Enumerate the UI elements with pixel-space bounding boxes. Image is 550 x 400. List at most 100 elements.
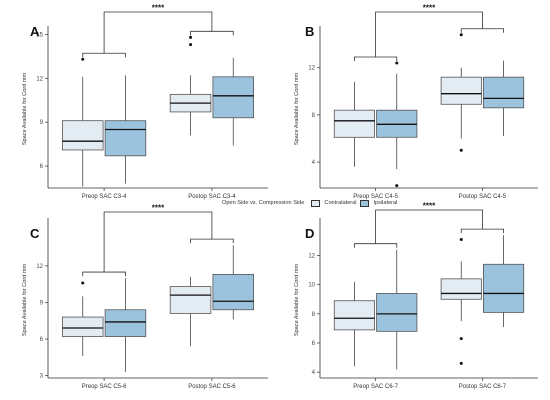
- box-postop-ipsilateral: [212, 245, 254, 320]
- box-body: [483, 76, 525, 109]
- x-tick-label: Postop SAC C4-5: [459, 194, 507, 200]
- significance-stars: ****: [152, 4, 165, 13]
- y-tick-label: 9: [40, 300, 44, 306]
- bracket-postop: [190, 238, 234, 244]
- y-tick-label: 10: [308, 283, 315, 289]
- x-tick-label: Preop SAC C5-6: [82, 384, 127, 390]
- box-postop-ipsilateral: [212, 57, 254, 146]
- box-preop-contralateral: [62, 57, 104, 187]
- box-body: [376, 293, 418, 332]
- bracket-preop: [82, 271, 126, 277]
- box-preop-ipsilateral: [376, 61, 418, 188]
- bracket-postop: [460, 28, 504, 33]
- bracket-postop: [190, 30, 234, 36]
- outlier-point: [189, 43, 193, 47]
- box-preop-contralateral: [333, 281, 375, 367]
- box-body: [104, 309, 147, 337]
- significance-bracket: ****: [354, 4, 504, 62]
- y-tick-label: 12: [36, 76, 43, 82]
- significance-stars: ****: [423, 4, 436, 13]
- box-preop-ipsilateral: [104, 75, 147, 184]
- significance-bracket: ****: [82, 204, 234, 277]
- outlier-point: [81, 281, 85, 285]
- box-body: [62, 316, 104, 337]
- outlier-point: [395, 184, 399, 188]
- bracket-connector: [375, 11, 483, 58]
- box-preop-ipsilateral: [104, 278, 147, 372]
- panel-label: C: [30, 226, 40, 241]
- significance-stars: ****: [152, 204, 165, 213]
- significance-bracket: ****: [354, 202, 504, 248]
- y-tick-label: 8: [312, 113, 316, 119]
- panel-label: A: [30, 24, 40, 39]
- box-postop-contralateral: [169, 35, 212, 136]
- y-tick-label: 15: [36, 32, 43, 38]
- box-body: [333, 109, 375, 138]
- bracket-preop: [354, 56, 398, 62]
- panel-label: B: [305, 24, 314, 39]
- x-tick-label: Preop SAC C6-7: [353, 384, 398, 390]
- bracket-connector: [375, 209, 483, 244]
- y-tick-label: 4: [312, 160, 316, 166]
- legend-swatch-contralateral: [311, 199, 321, 207]
- panel-b: 4 8 12 Space Available for Cord mm Preop SAC…: [294, 4, 538, 200]
- x-tick-label: Preop SAC C4-5: [353, 194, 398, 200]
- box-postop-contralateral: [440, 237, 482, 365]
- bracket-preop: [354, 243, 398, 248]
- box-body: [440, 278, 482, 300]
- box-body: [212, 76, 254, 119]
- box-postop-ipsilateral: [483, 60, 525, 137]
- box-body: [212, 274, 254, 311]
- box-body: [440, 76, 482, 105]
- box-body: [483, 263, 525, 313]
- box-body: [62, 120, 104, 151]
- panel-d: 4 6 8 10 12 Space Available for Cord mm Preop …: [294, 202, 538, 390]
- bracket-postop: [460, 228, 504, 234]
- panel-a: 6 9 12 15 Space Available for Cord mm Preop S…: [22, 4, 268, 200]
- panel-c: 3 6 9 12 Space Available for Cord mm Preop SA…: [22, 204, 268, 390]
- y-axis-label: Space Available for Cord mm: [22, 263, 28, 336]
- bracket-connector: [103, 11, 213, 54]
- y-tick-label: 8: [312, 312, 316, 318]
- box-postop-contralateral: [169, 276, 212, 347]
- bracket-preop: [82, 52, 126, 58]
- x-tick-label: Postop SAC C5-6: [188, 384, 236, 390]
- y-axis-label: Space Available for Cord mm: [294, 72, 300, 145]
- bracket-connector: [103, 211, 213, 273]
- box-postop-contralateral: [440, 33, 482, 152]
- y-tick-label: 12: [36, 264, 43, 270]
- box-body: [104, 120, 147, 157]
- y-axis-label: Space Available for Cord mm: [294, 263, 300, 336]
- legend-label-contralateral: Contralateral: [324, 200, 357, 206]
- outlier-point: [189, 35, 193, 39]
- panel-label: D: [305, 226, 314, 241]
- box-preop-contralateral: [62, 281, 104, 357]
- legend-title: Open Side vs. Compression Side: [222, 200, 305, 206]
- x-tick-label: Preop SAC C3-4: [82, 194, 127, 200]
- legend-swatch-ipsilateral: [360, 199, 370, 207]
- outlier-point: [459, 33, 463, 37]
- outlier-point: [459, 148, 463, 152]
- outlier-point: [459, 237, 463, 241]
- x-tick-label: Postop SAC C6-7: [459, 384, 507, 390]
- y-tick-label: 6: [40, 337, 44, 343]
- significance-stars: ****: [423, 202, 436, 211]
- y-tick-label: 12: [308, 254, 315, 260]
- y-tick-label: 6: [40, 164, 44, 170]
- y-tick-label: 9: [40, 120, 44, 126]
- y-tick-label: 6: [312, 341, 316, 347]
- box-body: [333, 300, 375, 331]
- outlier-point: [81, 57, 85, 61]
- legend-label-ipsilateral: Ipsilateral: [373, 200, 398, 206]
- y-axis-label: Space Available for Cord mm: [22, 72, 28, 145]
- box-postop-ipsilateral: [483, 235, 525, 327]
- y-tick-label: 4: [312, 370, 316, 376]
- y-tick-label: 3: [40, 374, 44, 380]
- outlier-point: [459, 361, 463, 365]
- outlier-point: [395, 61, 399, 65]
- legend: Open Side vs. Compression Side Contralat…: [222, 196, 397, 210]
- y-tick-label: 12: [308, 66, 315, 72]
- box-preop-ipsilateral: [376, 249, 418, 370]
- outlier-point: [459, 337, 463, 341]
